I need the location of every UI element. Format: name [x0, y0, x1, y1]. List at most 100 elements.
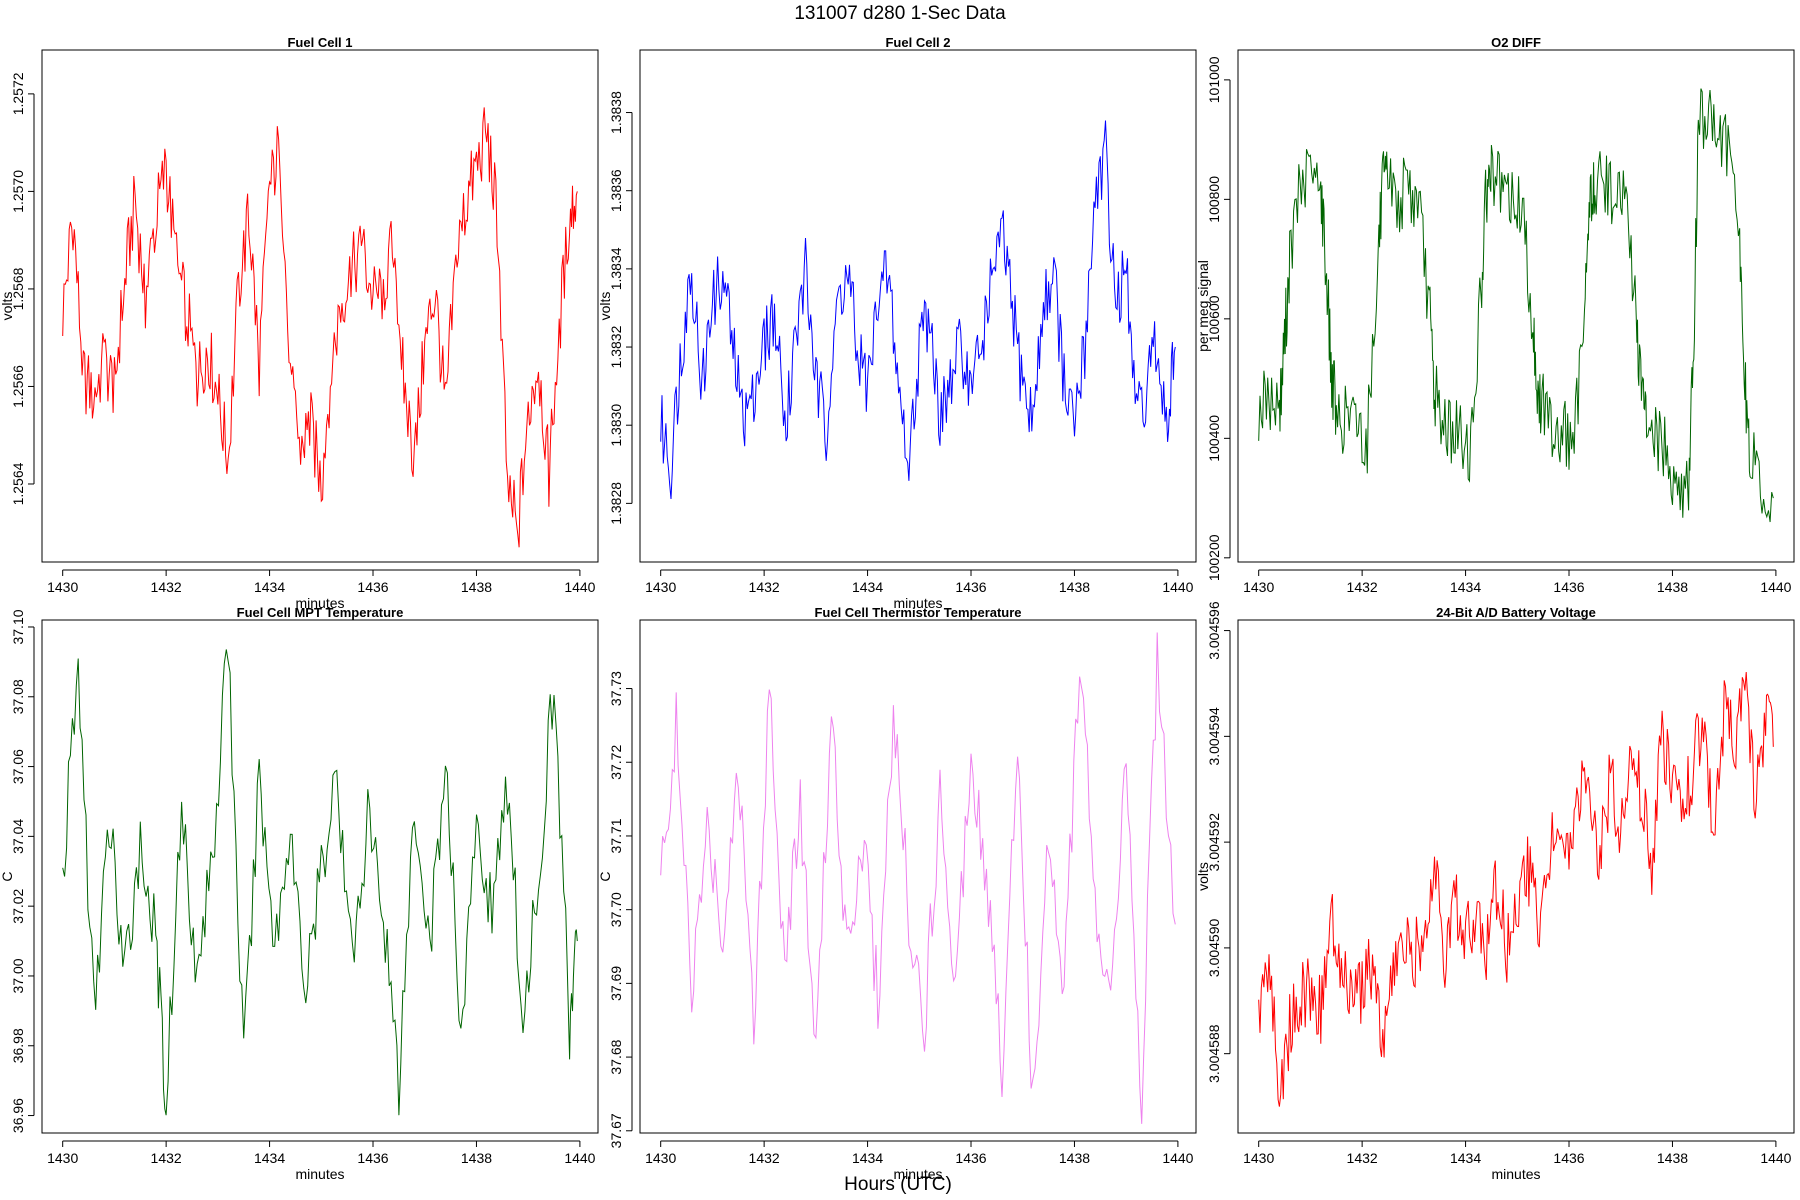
y-tick-label: 37.06	[10, 749, 26, 784]
series-line	[1258, 88, 1774, 523]
y-tick-label: 3.004596	[1206, 601, 1222, 660]
x-tick-label: 1440	[1162, 579, 1193, 595]
y-tick-label: 37.10	[10, 609, 26, 644]
y-tick-label: 37.70	[608, 892, 624, 927]
panel-1: Fuel Cell 1 1430 1432 1434 1436 1438 1440 minut…	[0, 35, 599, 611]
x-tick-label: 1438	[461, 1150, 492, 1166]
x-tick-label: 1430	[645, 579, 676, 595]
y-tick-label: 36.96	[10, 1098, 26, 1133]
x-axis-label: minutes	[893, 595, 942, 611]
y-tick-label: 37.72	[608, 745, 624, 780]
x-tick-label: 1432	[151, 579, 182, 595]
panels: Fuel Cell 1 1430 1432 1434 1436 1438 1440 minut…	[0, 35, 1795, 1182]
x-axis-label: minutes	[295, 595, 344, 611]
panel-title: Fuel Cell 2	[885, 35, 950, 50]
x-tick-label: 1440	[1760, 1150, 1791, 1166]
x-tick-label: 1434	[1450, 579, 1481, 595]
y-tick-label: 1.3838	[608, 91, 624, 134]
series-line	[62, 649, 578, 1116]
x-tick-label: 1432	[749, 1150, 780, 1166]
x-tick-label: 1436	[1553, 1150, 1584, 1166]
x-tick-label: 1432	[1347, 579, 1378, 595]
x-tick-label: 1430	[47, 579, 78, 595]
series-line	[660, 632, 1176, 1124]
y-tick-label: 37.02	[10, 888, 26, 923]
x-axis-label: minutes	[295, 1166, 344, 1182]
y-tick-label: 1.3834	[608, 247, 624, 290]
x-tick-label: 1438	[1059, 579, 1090, 595]
x-tick-label: 1430	[1243, 579, 1274, 595]
y-tick-label: 1.2566	[10, 365, 26, 408]
x-tick-label: 1438	[1059, 1150, 1090, 1166]
y-tick-label: 1.2570	[10, 170, 26, 213]
y-tick-label: 37.69	[608, 966, 624, 1001]
x-tick-label: 1436	[1553, 579, 1584, 595]
y-tick-label: 1.2568	[10, 267, 26, 310]
y-tick-label: 1.2564	[10, 462, 26, 505]
y-tick-label: 37.71	[608, 818, 624, 853]
y-tick-label: 1.3832	[608, 325, 624, 368]
y-tick-label: 101000	[1206, 56, 1222, 103]
x-tick-label: 1436	[955, 1150, 986, 1166]
x-tick-label: 1434	[852, 1150, 883, 1166]
y-tick-label: 100600	[1206, 295, 1222, 342]
x-axis-label: minutes	[893, 1166, 942, 1182]
x-tick-label: 1432	[151, 1150, 182, 1166]
x-tick-label: 1438	[461, 579, 492, 595]
panel-title: O2 DIFF	[1491, 35, 1541, 50]
x-tick-label: 1438	[1657, 579, 1688, 595]
y-tick-label: 37.68	[608, 1039, 624, 1074]
x-tick-label: 1432	[1347, 1150, 1378, 1166]
y-tick-label: 1.3828	[608, 482, 624, 525]
panel-title: Fuel Cell Thermistor Temperature	[814, 605, 1021, 620]
x-tick-label: 1440	[564, 579, 595, 595]
y-tick-label: 3.004590	[1206, 918, 1222, 977]
y-axis-label: C	[597, 871, 613, 881]
y-axis-label: C	[0, 871, 15, 881]
panel-6: 24-Bit A/D Battery Voltage 1430 1432 1434 14…	[1195, 601, 1795, 1182]
x-tick-label: 1434	[254, 1150, 285, 1166]
plot-frame	[41, 619, 599, 1134]
y-axis-label: volts	[0, 292, 15, 321]
series-line	[62, 107, 578, 548]
y-tick-label: 1.3836	[608, 169, 624, 212]
x-axis-label: minutes	[1491, 1166, 1540, 1182]
y-tick-label: 37.73	[608, 671, 624, 706]
panel-5: Fuel Cell Thermistor Temperature 1430 1432…	[597, 605, 1197, 1182]
y-tick-label: 1.3830	[608, 404, 624, 447]
x-tick-label: 1430	[1243, 1150, 1274, 1166]
x-tick-label: 1436	[955, 579, 986, 595]
y-tick-label: 3.004594	[1206, 707, 1222, 766]
series-line	[660, 120, 1176, 500]
y-tick-label: 37.08	[10, 679, 26, 714]
figure-xlabel: Hours (UTC)	[844, 1174, 952, 1195]
y-tick-label: 100200	[1206, 534, 1222, 581]
y-tick-label: 37.04	[10, 819, 26, 854]
y-tick-label: 37.00	[10, 958, 26, 993]
figure-title: 131007 d280 1-Sec Data	[794, 3, 1006, 24]
y-tick-label: 37.67	[608, 1113, 624, 1148]
plot-frame	[41, 49, 599, 563]
panel-2: Fuel Cell 2 1430 1432 1434 1436 1438 1440 minut…	[597, 35, 1197, 611]
panel-4: Fuel Cell MPT Temperature 1430 1432 1434 143…	[0, 605, 599, 1182]
panel-title: Fuel Cell 1	[287, 35, 352, 50]
series-line	[1258, 671, 1774, 1107]
x-tick-label: 1436	[357, 1150, 388, 1166]
y-tick-label: 100800	[1206, 176, 1222, 223]
x-tick-label: 1440	[1162, 1150, 1193, 1166]
y-axis-label: volts	[597, 292, 613, 321]
x-tick-label: 1430	[47, 1150, 78, 1166]
x-tick-label: 1436	[357, 579, 388, 595]
y-axis-label: per meg signal	[1195, 260, 1211, 352]
y-tick-label: 100400	[1206, 415, 1222, 462]
panel-title: Fuel Cell MPT Temperature	[237, 605, 404, 620]
x-tick-label: 1434	[1450, 1150, 1481, 1166]
x-tick-label: 1440	[564, 1150, 595, 1166]
x-tick-label: 1438	[1657, 1150, 1688, 1166]
y-tick-label: 1.2572	[10, 72, 26, 115]
y-tick-label: 36.98	[10, 1028, 26, 1063]
x-tick-label: 1430	[645, 1150, 676, 1166]
plot-frame	[639, 49, 1197, 563]
panel-title: 24-Bit A/D Battery Voltage	[1436, 605, 1596, 620]
